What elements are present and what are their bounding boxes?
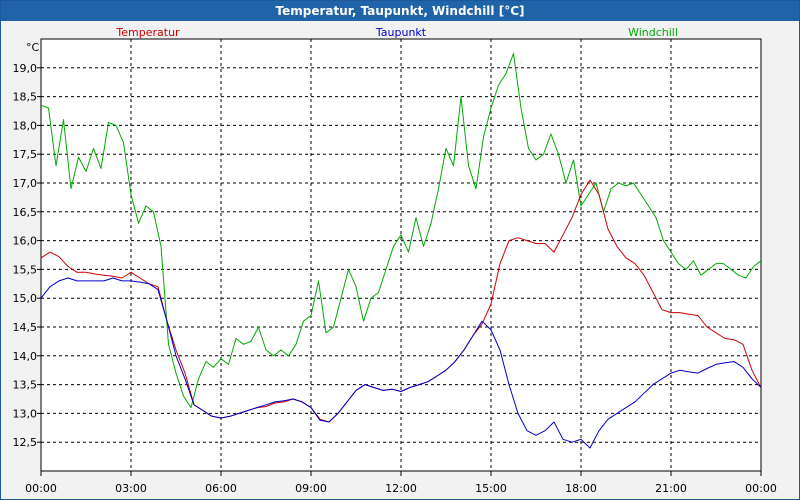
y-tick-label: 14,5 (13, 321, 38, 334)
series-lines (40, 52, 762, 449)
legend-label-windchill: Windchill (628, 26, 678, 39)
y-tick-label: 15,0 (13, 292, 38, 305)
x-tick-date: 08.09.13 (197, 498, 246, 499)
series-line-taupunkt (40, 277, 762, 449)
y-axis: °C 12,5 13,0 13,5 14,0 14,5 15,0 15,5 16,0 16,5 1… (13, 41, 41, 449)
y-tick-label: 14,0 (13, 350, 38, 363)
x-tick-time: 15:00 (475, 482, 507, 495)
x-tick-time: 18:00 (565, 482, 597, 495)
y-tick-label: 19,0 (13, 62, 38, 75)
x-tick-time: 00:00 (25, 482, 57, 495)
x-tick-time: 06:00 (205, 482, 237, 495)
legend-label-temperatur: Temperatur (115, 26, 180, 39)
grid-lines (41, 39, 761, 471)
y-tick-label: 16,0 (13, 235, 38, 248)
y-tick-label: 18,0 (13, 119, 38, 132)
x-tick-date: 08.09.13 (17, 498, 66, 499)
y-tick-label: 15,5 (13, 263, 38, 276)
series-line-windchill (40, 52, 762, 409)
x-tick-time: 12:00 (385, 482, 417, 495)
line-chart: °C 12,5 13,0 13,5 14,0 14,5 15,0 15,5 16,0 16,5 1… (13, 26, 786, 499)
legend: Temperatur Taupunkt Windchill (115, 26, 678, 39)
x-tick-date: 08.09.13 (647, 498, 696, 499)
window-title: Temperatur, Taupunkt, Windchill [°C] (1, 1, 799, 21)
legend-label-taupunkt: Taupunkt (375, 26, 427, 39)
x-tick-time: 00:00 (745, 482, 777, 495)
y-tick-label: 13,0 (13, 407, 38, 420)
x-tick-date: 08.09.13 (557, 498, 606, 499)
x-tick-date: 08.09.13 (467, 498, 516, 499)
y-tick-label: 18,5 (13, 91, 38, 104)
y-unit-label: °C (26, 41, 40, 54)
x-tick-time: 21:00 (655, 482, 687, 495)
x-tick-time: 09:00 (295, 482, 327, 495)
y-tick-label: 13,5 (13, 379, 38, 392)
x-tick-date: 08.09.13 (377, 498, 426, 499)
y-tick-label: 16,5 (13, 206, 38, 219)
y-tick-label: 12,5 (13, 436, 38, 449)
y-tick-label: 17,0 (13, 177, 38, 190)
x-tick-date: 08.09.13 (107, 498, 156, 499)
x-tick-time: 03:00 (115, 482, 147, 495)
y-tick-label: 17,5 (13, 148, 38, 161)
x-tick-date: 09.09.13 (737, 498, 786, 499)
x-axis: 00:00 08.09.13 03:00 08.09.13 06:00 08.09.13 0… (17, 471, 786, 499)
x-tick-date: 08.09.13 (287, 498, 336, 499)
